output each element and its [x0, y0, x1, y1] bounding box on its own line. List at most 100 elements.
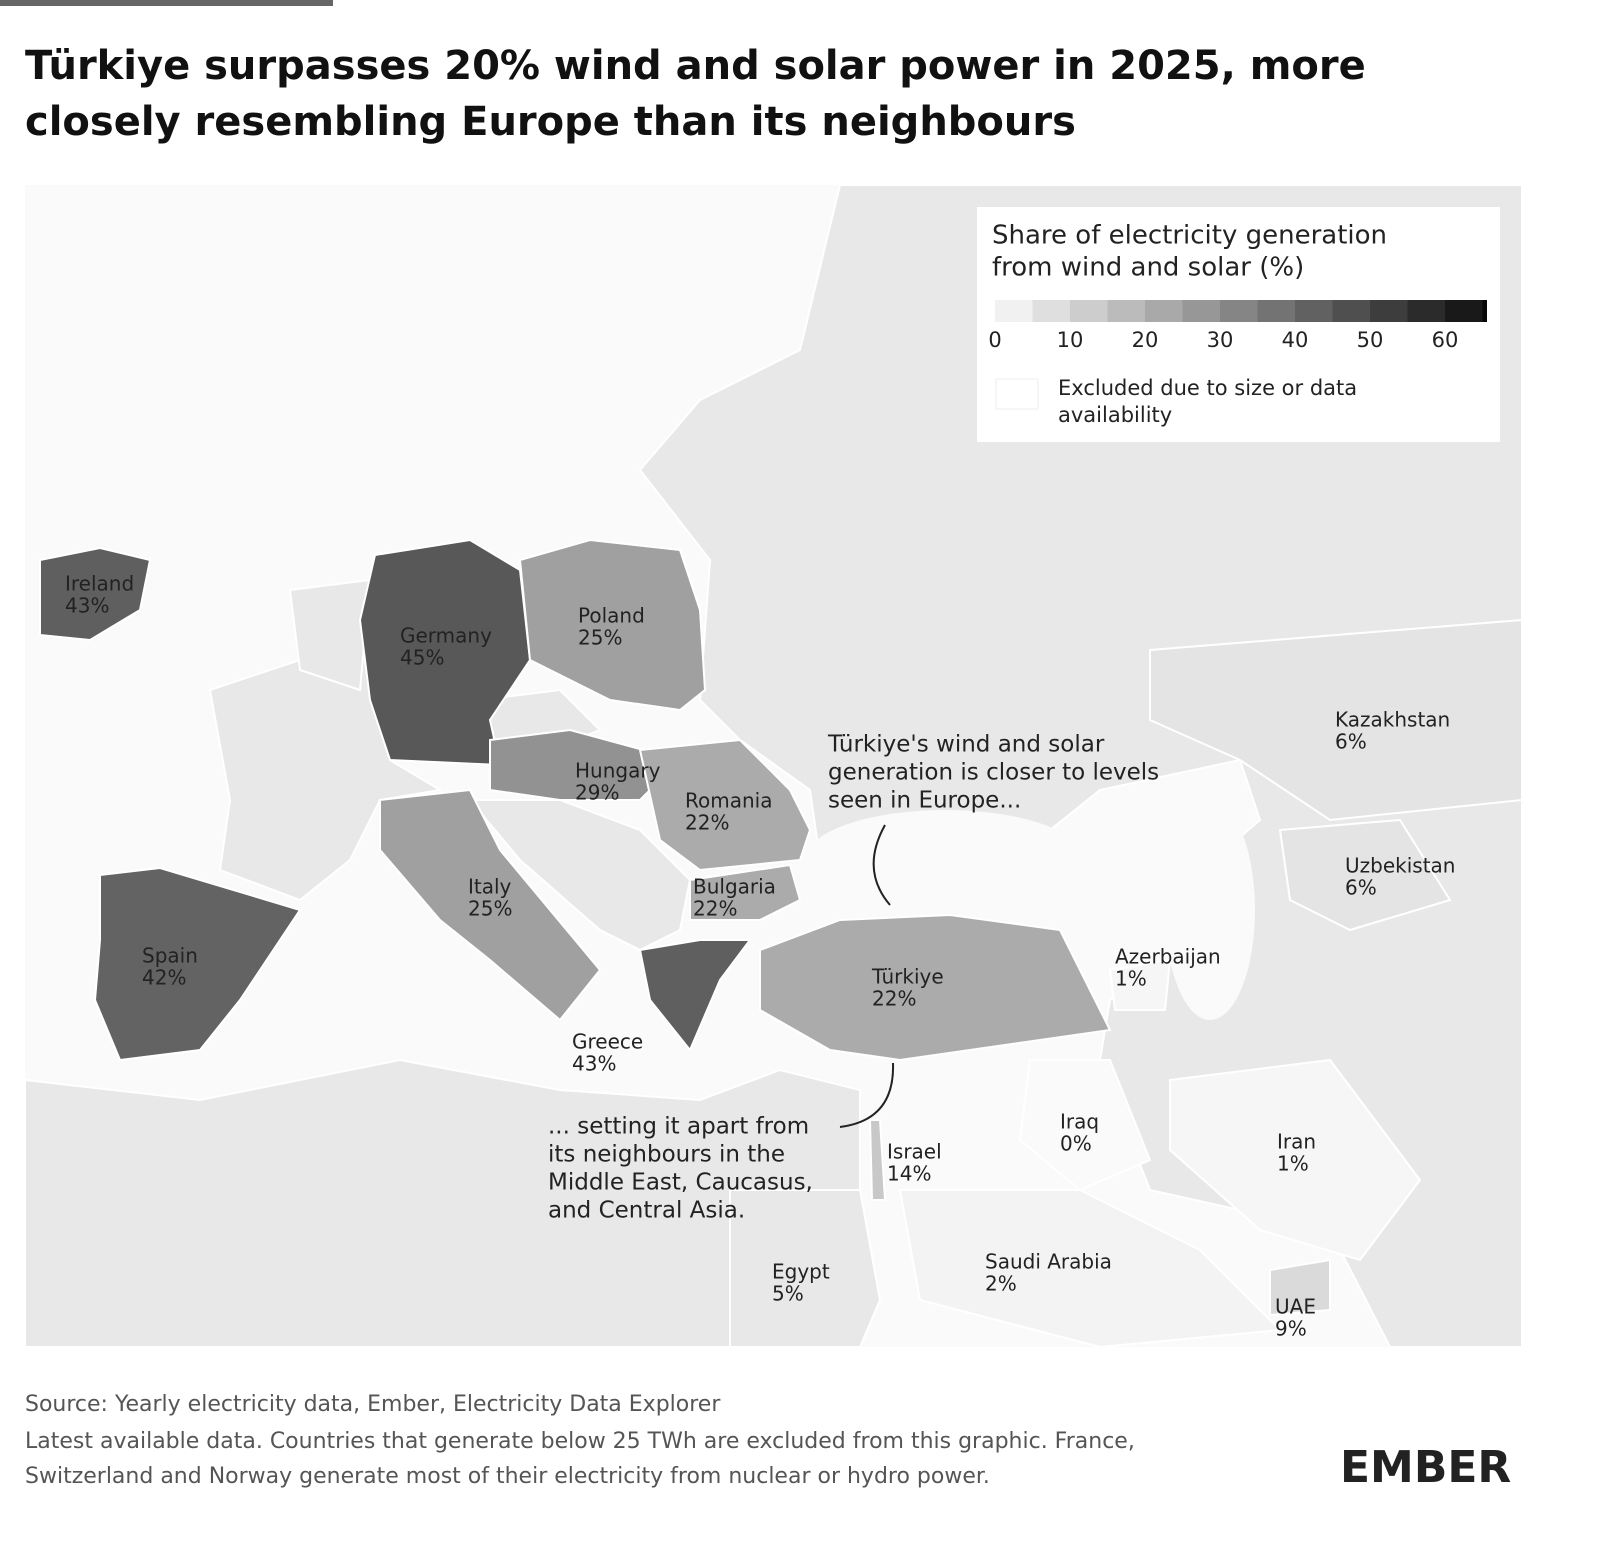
- annotation-line: [872, 824, 891, 906]
- annotation: Middle East, Caucasus,: [548, 1170, 813, 1196]
- country-value: 25%: [578, 626, 622, 650]
- country-value: 14%: [887, 1162, 931, 1186]
- legend-swatch: [995, 300, 1033, 322]
- country-value: 42%: [142, 966, 186, 990]
- legend-title: from wind and solar (%): [992, 253, 1304, 283]
- country: [1269, 1258, 1331, 1317]
- annotation: seen in Europe...: [828, 788, 1021, 814]
- legend-tick-label: 10: [1057, 328, 1084, 352]
- country: [729, 1189, 882, 1348]
- country-name: Iran: [1277, 1130, 1316, 1154]
- country: [638, 939, 752, 1052]
- annotation: its neighbours in the: [548, 1142, 785, 1168]
- country-name: Italy: [468, 875, 512, 899]
- country: [898, 1189, 1283, 1349]
- note: Latest available data. Countries that ge…: [25, 1429, 1135, 1454]
- legend-swatch: [1145, 300, 1183, 322]
- country-value: 1%: [1115, 967, 1147, 991]
- legend-swatch: [1257, 300, 1295, 322]
- annotation-line: [839, 1062, 895, 1128]
- annotation: ... setting it apart from: [548, 1114, 809, 1140]
- country: [1108, 958, 1172, 1011]
- country-name: Uzbekistan: [1345, 854, 1455, 878]
- excluded-swatch: [995, 378, 1039, 410]
- legend-swatch: [1220, 300, 1258, 322]
- source: Source: Yearly electricity data, Ember, …: [25, 1392, 721, 1417]
- country-name: Romania: [685, 789, 772, 813]
- country-name: Germany: [400, 624, 492, 648]
- title: Türkiye surpasses 20% wind and solar pow…: [25, 43, 1366, 145]
- legend-title: Share of electricity generation: [992, 221, 1387, 251]
- country-value: 43%: [572, 1052, 616, 1076]
- legend-swatch: [1295, 300, 1333, 322]
- country: [489, 728, 682, 801]
- logo: EMBER: [1340, 1442, 1511, 1493]
- country-name: Iraq: [1060, 1110, 1099, 1134]
- country-value: 9%: [1275, 1317, 1307, 1341]
- country-value: 25%: [468, 897, 512, 921]
- country-value: 1%: [1277, 1152, 1309, 1176]
- legend-tick-label: 20: [1132, 328, 1159, 352]
- country: [689, 863, 802, 921]
- annotation: generation is closer to levels: [828, 760, 1159, 786]
- legend-excluded: Excluded due to size or data: [1058, 376, 1357, 400]
- legend-excluded: availability: [1058, 403, 1172, 427]
- country-value: 0%: [1060, 1132, 1092, 1156]
- legend-swatch: [1482, 300, 1487, 322]
- country: [638, 738, 812, 872]
- country-name: Bulgaria: [693, 875, 776, 899]
- country-name: Kazakhstan: [1335, 708, 1450, 732]
- legend-swatch: [1407, 300, 1445, 322]
- country-value: 22%: [872, 987, 916, 1011]
- legend-swatch: [1445, 300, 1483, 322]
- country: [759, 913, 1112, 1062]
- legend-swatch: [1070, 300, 1108, 322]
- country-name: Saudi Arabia: [985, 1250, 1112, 1274]
- country-value: 29%: [575, 781, 619, 805]
- country: [1169, 1058, 1422, 1262]
- country-value: 22%: [693, 897, 737, 921]
- country: [93, 866, 302, 1062]
- country-name: Greece: [572, 1030, 643, 1054]
- legend-tick-label: 40: [1282, 328, 1309, 352]
- country-value: 6%: [1345, 876, 1377, 900]
- country-name: Türkiye: [871, 965, 944, 989]
- country-value: 22%: [685, 811, 729, 835]
- country: [868, 1119, 887, 1201]
- country-value: 6%: [1335, 730, 1367, 754]
- seas: [805, 800, 1255, 1020]
- note: Switzerland and Norway generate most of …: [25, 1464, 990, 1489]
- country-name: Ireland: [65, 572, 134, 596]
- country-value: 5%: [772, 1282, 804, 1306]
- country-name: Israel: [887, 1140, 942, 1164]
- legend-swatch: [1107, 300, 1145, 322]
- legend-swatch: [1032, 300, 1070, 322]
- country-name: Egypt: [772, 1260, 830, 1284]
- country-name: Poland: [578, 604, 645, 628]
- country: [1149, 618, 1523, 822]
- country: [518, 538, 707, 712]
- country-name: Hungary: [575, 759, 661, 783]
- country-value: 2%: [985, 1272, 1017, 1296]
- legend-box: [977, 207, 1500, 442]
- country: [1278, 818, 1452, 932]
- country: [379, 788, 602, 1022]
- country-value: 45%: [400, 646, 444, 670]
- annotation: and Central Asia.: [548, 1198, 745, 1224]
- legend-tick-label: 60: [1432, 328, 1459, 352]
- legend-tick-label: 0: [988, 328, 1001, 352]
- top-bar: [0, 0, 333, 6]
- country-name: Azerbaijan: [1115, 945, 1221, 969]
- legend-swatch: [1370, 300, 1408, 322]
- country: [1018, 1059, 1152, 1192]
- annotation: Türkiye's wind and solar: [827, 732, 1105, 758]
- background-land: [24, 184, 1523, 1348]
- country: [39, 546, 152, 642]
- legend-swatch: [1332, 300, 1370, 322]
- country-name: UAE: [1275, 1295, 1316, 1319]
- legend-tick-label: 50: [1357, 328, 1384, 352]
- legend-swatch: [1182, 300, 1220, 322]
- country-name: Spain: [142, 944, 198, 968]
